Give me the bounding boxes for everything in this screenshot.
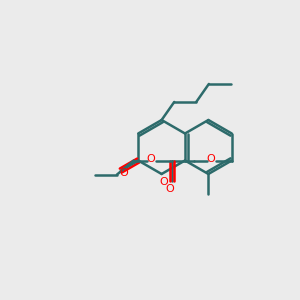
Text: O: O <box>146 154 155 164</box>
Text: O: O <box>165 184 174 194</box>
Text: O: O <box>206 154 215 164</box>
Text: O: O <box>119 167 128 178</box>
Text: O: O <box>159 177 168 187</box>
